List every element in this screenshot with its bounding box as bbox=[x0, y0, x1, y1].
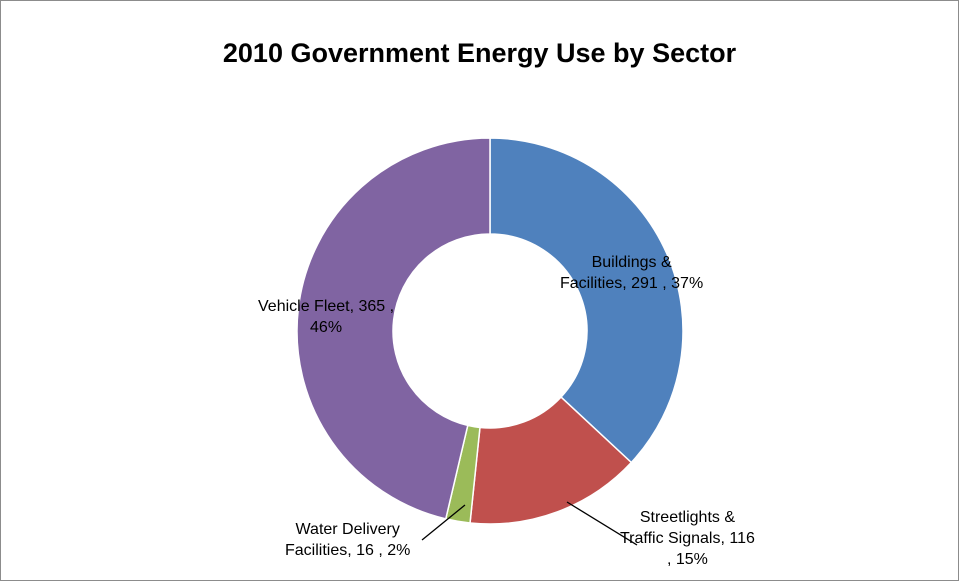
leader-line-water bbox=[421, 504, 466, 541]
data-label-streetlights: Streetlights & Traffic Signals, 116 , 15… bbox=[620, 509, 755, 568]
slice-buildings bbox=[489, 137, 684, 464]
slice-vehicle-fleet bbox=[296, 137, 491, 520]
leader-line-streetlights bbox=[566, 501, 638, 546]
slice-streetlights bbox=[469, 396, 633, 525]
data-label-buildings: Buildings & Facilities, 291 , 37% bbox=[560, 254, 704, 292]
data-label-vehicle-fleet: Vehicle Fleet, 365 , 46% bbox=[258, 298, 395, 336]
data-label-water: Water Delivery Facilities, 16 , 2% bbox=[285, 521, 411, 559]
chart-title: 2010 Government Energy Use by Sector bbox=[222, 38, 737, 68]
